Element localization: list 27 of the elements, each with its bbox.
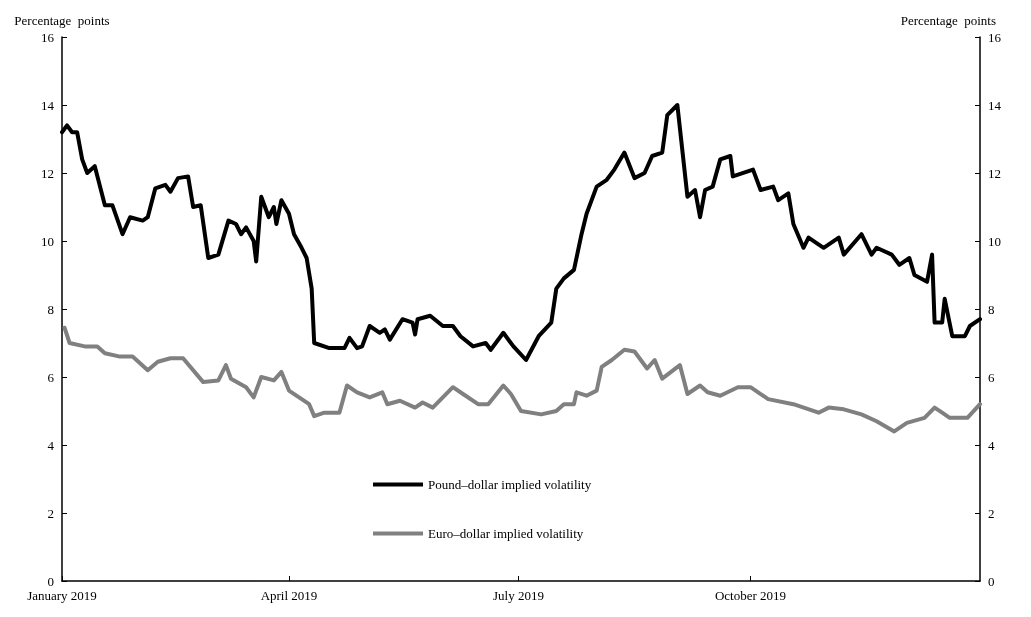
y-tick-label: 6 (47, 369, 55, 385)
legend-label: Euro–dollar implied volatility (428, 526, 584, 541)
y2-tick-label: 12 (988, 165, 1001, 181)
y2-tick-label: 14 (988, 97, 1002, 113)
y2-tick-label: 8 (988, 301, 995, 317)
y-tick-label: 14 (41, 97, 55, 113)
y2-tick-label: 0 (988, 573, 995, 589)
y2-tick-label: 2 (988, 505, 995, 521)
x-tick-label: April 2019 (260, 588, 318, 603)
y2-tick-label: 4 (988, 437, 995, 453)
legend-label: Pound–dollar implied volatility (428, 477, 592, 492)
y-tick-label: 10 (41, 233, 54, 249)
x-tick-label: January 2019 (27, 588, 97, 603)
y-axis-title: Percentage points (14, 13, 110, 28)
y2-tick-label: 6 (988, 369, 995, 385)
y2-tick-label: 16 (988, 29, 1002, 45)
x-tick-label: October 2019 (714, 588, 787, 603)
y-tick-label: 8 (47, 301, 54, 317)
y-tick-label: 12 (41, 165, 54, 181)
y2-axis-title: Percentage points (900, 13, 996, 28)
x-tick-label: July 2019 (493, 588, 544, 603)
y-tick-label: 16 (41, 29, 55, 45)
y-tick-label: 0 (47, 573, 54, 589)
y-tick-label: 4 (47, 437, 55, 453)
y-tick-label: 2 (47, 505, 54, 521)
line-series (62, 325, 982, 434)
y2-tick-label: 10 (988, 233, 1001, 249)
